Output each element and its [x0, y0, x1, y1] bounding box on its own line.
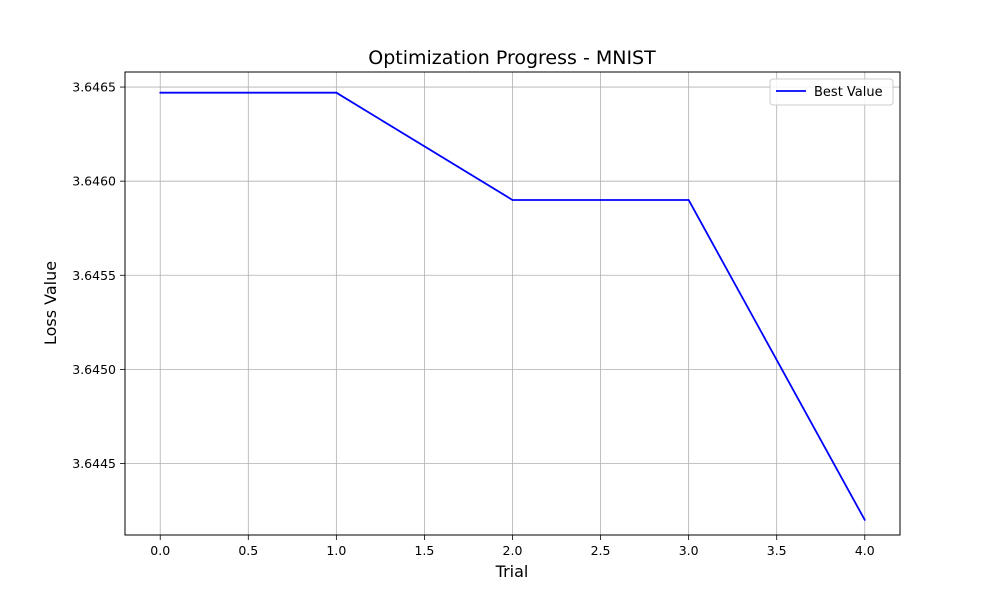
- x-tick-label: 2.5: [591, 543, 611, 558]
- data-point: [687, 199, 690, 201]
- data-point: [863, 519, 866, 521]
- legend-label: Best Value: [814, 85, 883, 100]
- y-tick-label: 3.6455: [72, 268, 116, 283]
- x-tick-label: 3.5: [767, 543, 787, 558]
- y-axis-ticks: 3.6445 3.6450 3.6455 3.6460 3.6465: [72, 80, 125, 471]
- legend-box: [769, 78, 894, 106]
- y-axis-label: Loss Value: [41, 261, 60, 345]
- x-tick-label: 0.5: [238, 543, 258, 558]
- x-axis-ticks: 0.0 0.5 1.0 1.5 2.0 2.5 3.0 3.5 4.0: [150, 535, 875, 558]
- data-point: [159, 91, 162, 94]
- x-tick-label: 1.5: [414, 543, 434, 558]
- x-tick-label: 1.0: [326, 543, 346, 558]
- y-tick-label: 3.6460: [72, 174, 116, 189]
- y-tick-label: 3.6450: [72, 362, 116, 377]
- y-tick-label: 3.6445: [72, 456, 116, 471]
- data-point: [511, 199, 514, 201]
- x-tick-label: 4.0: [855, 543, 875, 558]
- x-tick-label: 3.0: [679, 543, 699, 558]
- x-tick-label: 2.0: [503, 543, 523, 558]
- legend: Best Value: [769, 78, 894, 106]
- chart-title: Optimization Progress - MNIST: [368, 47, 656, 69]
- x-axis-label: Trial: [495, 562, 529, 581]
- series-layer: [159, 91, 866, 521]
- y-tick-label: 3.6465: [72, 80, 116, 95]
- grid: [125, 72, 900, 535]
- data-point: [335, 91, 338, 94]
- x-tick-label: 0.0: [150, 543, 170, 558]
